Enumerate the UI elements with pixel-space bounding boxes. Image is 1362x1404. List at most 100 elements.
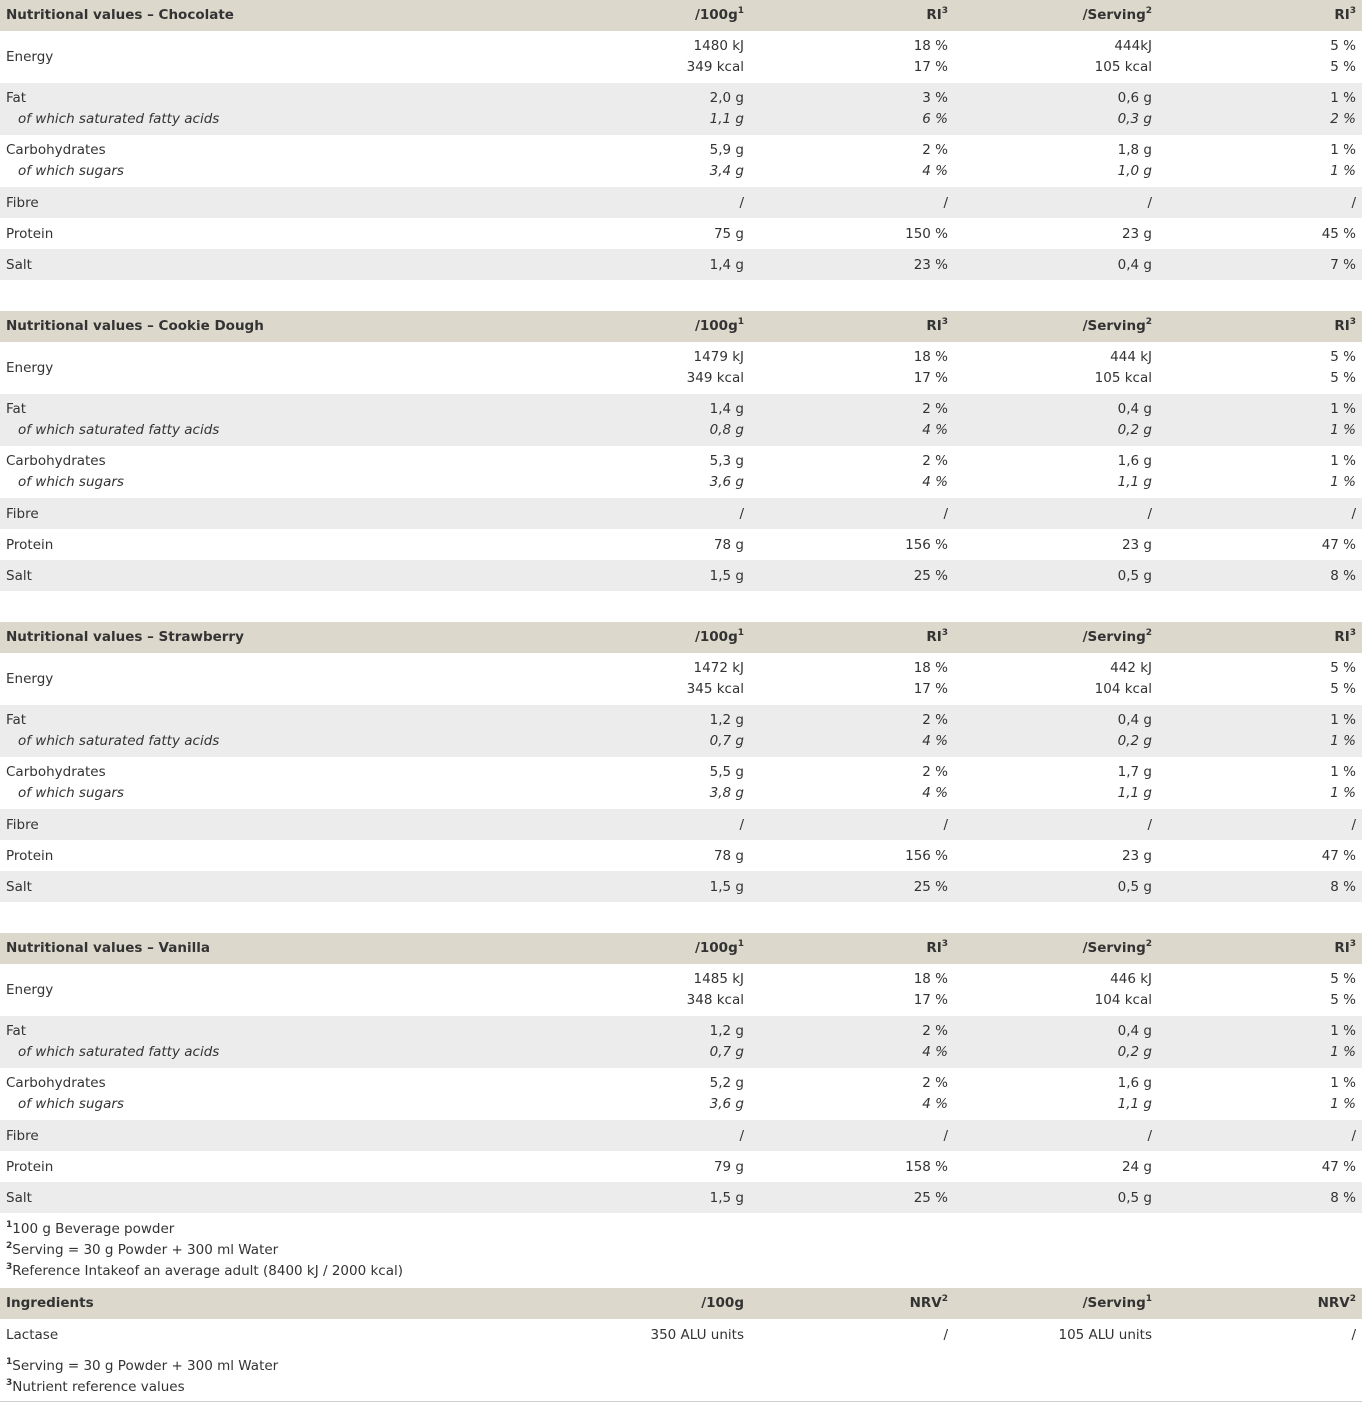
cell-value: 1,1 g [1117, 785, 1152, 801]
cell-value: 5 % [1330, 38, 1356, 54]
cell-value: 1 % [1330, 142, 1356, 158]
column-header-sup: 3 [1349, 6, 1356, 16]
cell-value: 1,1 g [709, 111, 744, 127]
cell-value: 18 % [913, 349, 948, 365]
cell-value: 25 % [913, 878, 948, 895]
cell-value: 1,5 g [709, 878, 744, 895]
cell-value: 3,6 g [709, 474, 744, 490]
cell-value: 4 % [922, 422, 948, 438]
cell-value: 1472 kJ [693, 660, 744, 676]
cell-value: 17 % [913, 681, 948, 697]
cell-value: 23 g [1121, 536, 1152, 553]
column-header: /Serving2 [1083, 938, 1152, 958]
cell-value: 442 kJ [1110, 660, 1152, 676]
cell-value: 150 % [905, 225, 948, 242]
cell-value: / [943, 1127, 948, 1144]
cell-value: 1479 kJ [693, 349, 744, 365]
column-header: RI3 [926, 938, 948, 958]
column-header-text: /Serving [1082, 1295, 1146, 1311]
cell-value: 1485 kJ [693, 971, 744, 987]
column-header-sup: 1 [1145, 1294, 1152, 1304]
cell-value: 0,7 g [709, 1044, 744, 1060]
cell-value: 1 % [1330, 1075, 1356, 1091]
table-row: Fibre / / / / [0, 809, 1362, 840]
cell-value: 444 kJ [1110, 349, 1152, 365]
column-header-text: RI [926, 7, 942, 23]
row-label: Energy [6, 671, 54, 687]
cell-value: 1 % [1330, 422, 1356, 438]
row-label: Fibre [6, 816, 39, 833]
cell-value: 1,0 g [1117, 163, 1152, 179]
cell-value: 2 % [922, 1075, 948, 1091]
footnote-mark: 1 [6, 1357, 13, 1367]
cell-value: 1,1 g [1117, 1096, 1152, 1112]
cell-value: 3,6 g [709, 1096, 744, 1112]
column-header: RI3 [1334, 938, 1356, 958]
cell-value: 0,2 g [1117, 422, 1152, 438]
cell-value: / [1147, 194, 1152, 211]
column-header-text: /100g [694, 629, 738, 645]
column-header-text: RI [1334, 629, 1350, 645]
cell-value: 2 % [922, 142, 948, 158]
cell-value: / [739, 194, 744, 211]
column-header: RI3 [1334, 627, 1356, 647]
table-header: Nutritional values – Chocolate/100g1 RI3/… [0, 0, 1362, 31]
column-header-text: RI [926, 629, 942, 645]
column-header: /Serving2 [1083, 5, 1152, 25]
row-sublabel: of which sugars [18, 163, 124, 179]
column-header: NRV2 [1318, 1293, 1356, 1313]
cell-value: 0,6 g [1117, 90, 1152, 106]
column-header: /100g1 [695, 938, 744, 958]
cell-value: 349 kcal [686, 370, 744, 386]
cell-value: 25 % [913, 1189, 948, 1206]
footnote-text: Serving = 30 g Powder + 300 ml Water [12, 1358, 279, 1374]
row-label: Protein [6, 847, 54, 864]
cell-value: / [739, 816, 744, 833]
table-row: Energy 1472 kJ 345 kcal 18 % 17 % 442 kJ 104 k… [0, 653, 1362, 705]
column-header-sup: 1 [737, 6, 744, 16]
table-header: Nutritional values – Cookie Dough/100g1 R… [0, 311, 1362, 342]
footnote-text: Serving = 30 g Powder + 300 ml Water [12, 1242, 279, 1258]
cell-value: 349 kcal [686, 59, 744, 75]
row-label: Energy [6, 49, 54, 65]
column-header-text: /Serving [1082, 7, 1146, 23]
cell-value: 1,8 g [1117, 142, 1152, 158]
cell-value: 1,2 g [709, 1023, 744, 1039]
cell-value: / [1147, 1127, 1152, 1144]
cell-value: 446 kJ [1110, 971, 1152, 987]
table-row: Energy 1480 kJ 349 kcal 18 % 17 % 444kJ 105 kc… [0, 31, 1362, 83]
cell-value: 0,3 g [1117, 111, 1152, 127]
cell-value: 1 % [1330, 401, 1356, 417]
cell-value: 17 % [913, 992, 948, 1008]
cell-value: 2 % [922, 764, 948, 780]
column-header-sup: 1 [737, 317, 744, 327]
row-label: Carbohydrates [6, 1075, 106, 1091]
cell-value: 47 % [1321, 536, 1356, 553]
cell-value: 4 % [922, 474, 948, 490]
column-header-text: RI [1334, 318, 1350, 334]
cell-value: 5,9 g [709, 142, 744, 158]
table-row: Fat of which saturated fatty acids 1,4 g 0,… [0, 394, 1362, 446]
cell-value: 0,5 g [1117, 1189, 1152, 1206]
cell-value: 0,4 g [1117, 712, 1152, 728]
row-label: Carbohydrates [6, 453, 106, 469]
column-header: /100g1 [695, 627, 744, 647]
cell-value: 47 % [1321, 847, 1356, 864]
footnote-text: Reference Intakeof an average adult (840… [12, 1263, 404, 1279]
column-header-sup: 2 [1145, 939, 1152, 949]
cell-value: 8 % [1330, 567, 1356, 584]
table-row: Salt 1,5 g 25 % 0,5 g 8 % [0, 1182, 1362, 1213]
cell-value: 47 % [1321, 1158, 1356, 1175]
cell-value: / [1147, 816, 1152, 833]
cell-value: / [1147, 505, 1152, 522]
cell-value: 1,4 g [709, 256, 744, 273]
cell-value: 156 % [905, 536, 948, 553]
table-row: Lactase 350 ALU units / 105 ALU units / [0, 1319, 1362, 1350]
cell-value: 2 % [922, 453, 948, 469]
cell-value: / [943, 1326, 948, 1343]
cell-value: 8 % [1330, 878, 1356, 895]
cell-value: 350 ALU units [650, 1326, 744, 1343]
cell-value: 0,5 g [1117, 567, 1152, 584]
row-sublabel: of which saturated fatty acids [18, 1044, 220, 1060]
row-label: Salt [6, 256, 32, 273]
